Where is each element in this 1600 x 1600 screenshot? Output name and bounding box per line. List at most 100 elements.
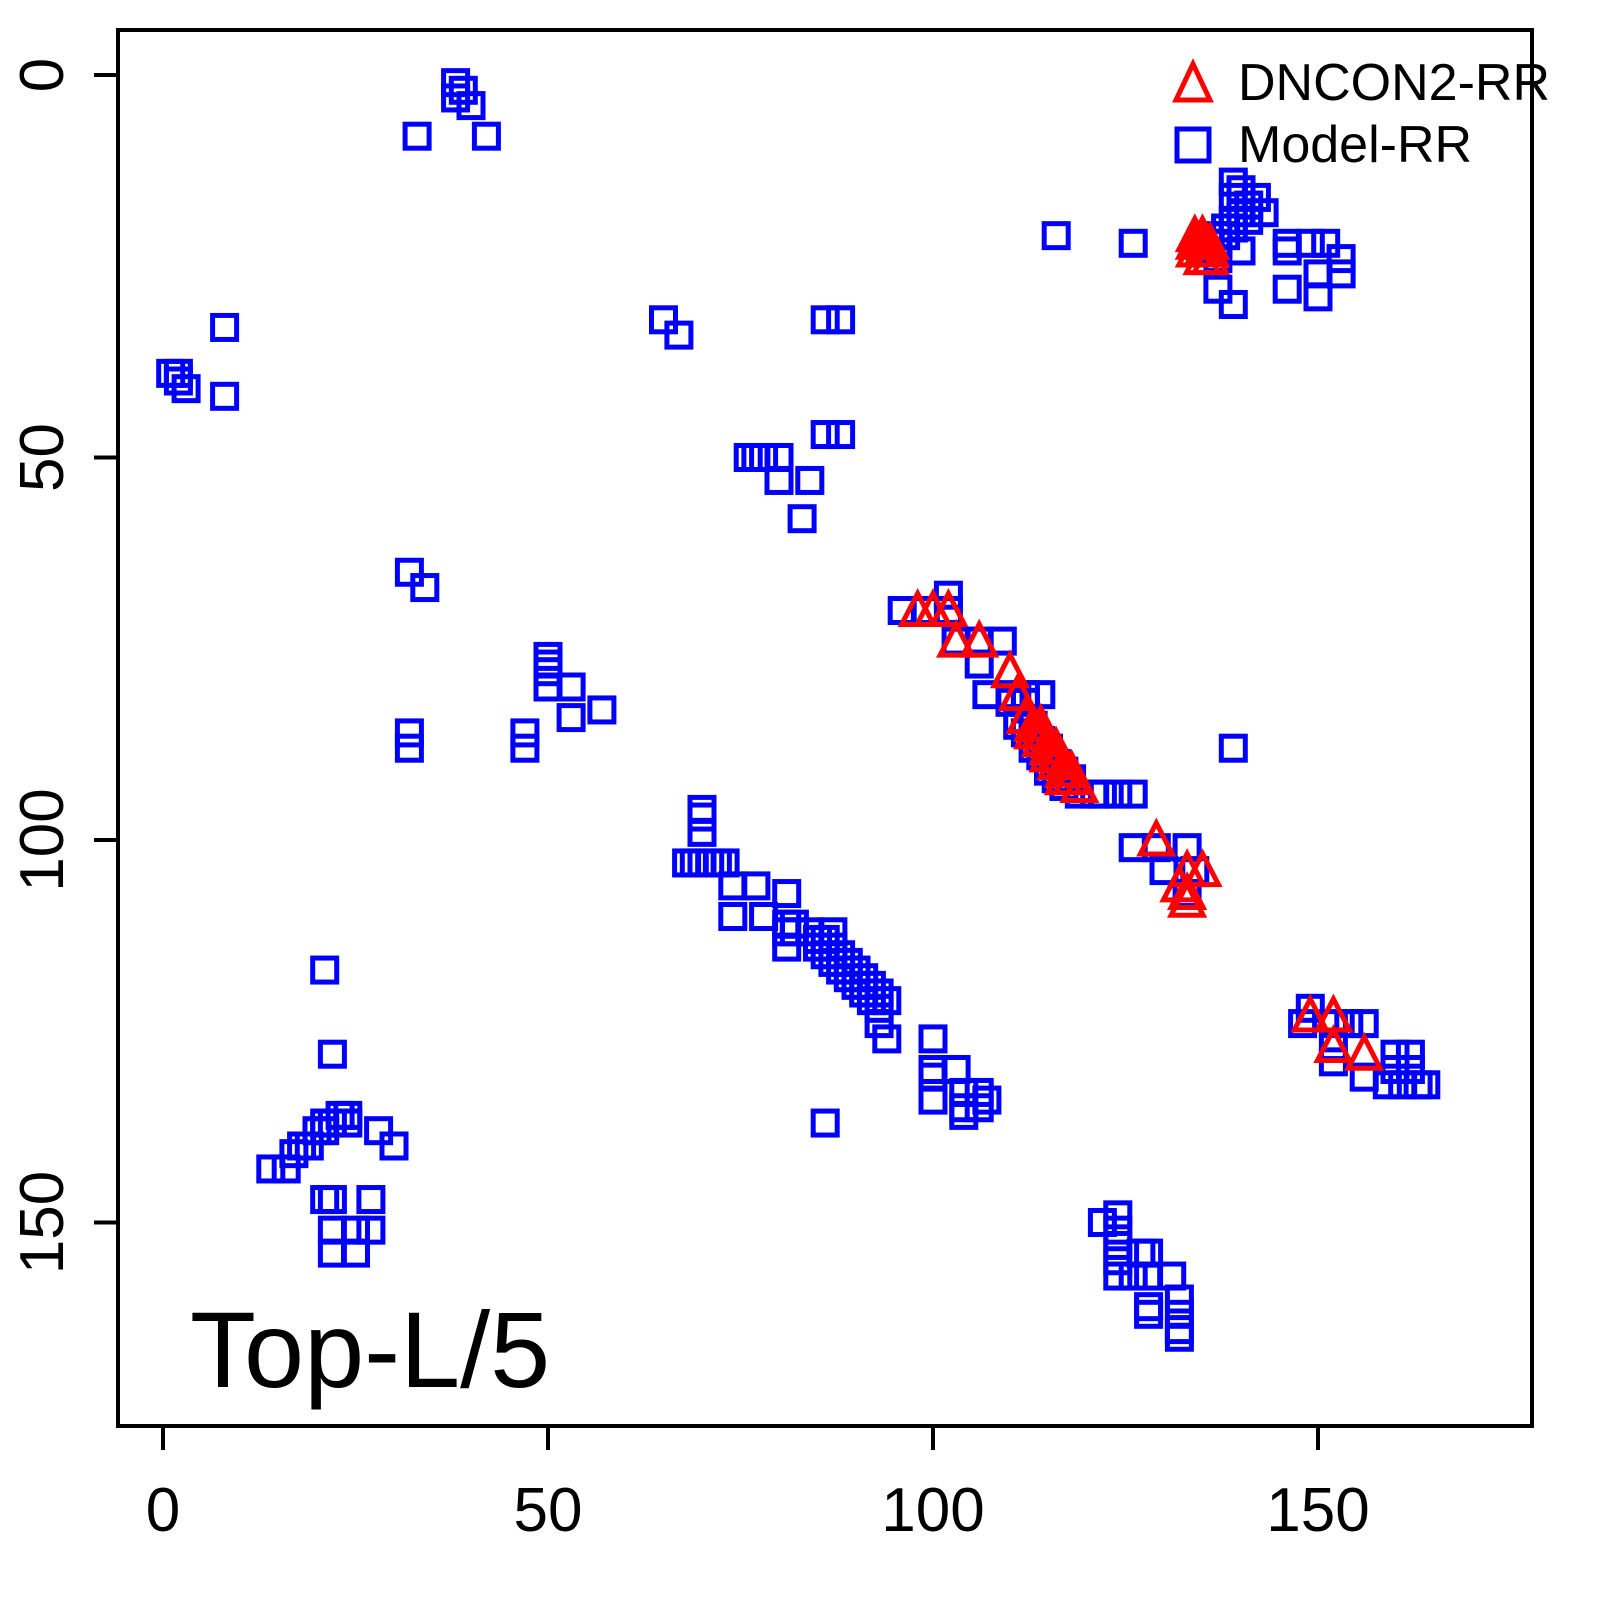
model-rr-point <box>772 917 802 947</box>
dncon2-rr-point <box>1059 763 1100 803</box>
model-rr-point <box>1326 244 1356 274</box>
model-rr-point <box>1103 1200 1133 1230</box>
model-rr-point <box>833 963 863 993</box>
model-rr-point <box>1326 259 1356 289</box>
model-rr-point <box>1372 1070 1402 1100</box>
dncon2-rr-point <box>989 649 1031 689</box>
model-rr-point <box>864 1009 894 1039</box>
model-rr-point <box>741 871 771 901</box>
model-rr-point <box>171 374 201 404</box>
annotation-top-l5: Top-L/5 <box>190 1289 551 1410</box>
model-rr-point <box>510 718 540 748</box>
model-rr-point <box>1241 182 1271 212</box>
model-rr-point <box>410 573 440 603</box>
model-rr-point <box>1380 1055 1410 1084</box>
model-rr-point <box>1303 259 1333 289</box>
model-rr-point <box>1311 228 1341 258</box>
model-rr-point <box>949 1077 979 1107</box>
model-rr-point <box>918 1062 948 1092</box>
model-rr-point <box>818 932 848 962</box>
model-rr-point <box>803 932 832 962</box>
model-rr-point <box>1164 1315 1194 1345</box>
model-rr-point <box>356 1215 386 1245</box>
model-rr-point <box>279 1139 309 1169</box>
model-rr-point <box>1126 1238 1156 1268</box>
dncon2-rr-point <box>1051 756 1092 796</box>
model-rr-point <box>779 909 809 939</box>
dncon2-rr-point <box>997 672 1038 712</box>
dncon2-rr-point <box>1182 848 1223 888</box>
model-rr-point <box>294 1131 324 1161</box>
model-rr-point <box>256 1154 286 1184</box>
model-rr-point <box>394 718 424 748</box>
model-rr-point <box>949 1100 979 1130</box>
model-rr-point <box>533 641 563 671</box>
model-rr-point <box>1103 1261 1133 1291</box>
model-rr-point <box>317 1215 347 1245</box>
model-rr-point <box>764 443 794 472</box>
legend-label-model: Model-RR <box>1238 116 1473 174</box>
model-rr-point <box>210 312 240 342</box>
dncon2-rr-point <box>1166 871 1208 911</box>
y-tick-label: 100 <box>8 788 77 891</box>
dncon2-rr-point <box>959 618 1000 658</box>
model-rr-point <box>687 794 717 824</box>
model-rr-point <box>795 465 825 495</box>
model-rr-point <box>695 848 725 878</box>
legend: DNCON2-RR Model-RR <box>1160 52 1550 176</box>
x-tick-label: 100 <box>881 1476 984 1545</box>
model-rr-point <box>333 1108 363 1138</box>
model-rr-point <box>271 1154 301 1184</box>
model-rr-point <box>749 443 779 472</box>
model-rr-point <box>772 932 802 962</box>
model-rr-point <box>1218 167 1248 197</box>
model-rr-point <box>510 733 540 763</box>
model-rr-point <box>687 802 717 832</box>
legend-row-model: Model-RR <box>1160 114 1550 176</box>
model-rr-point <box>1272 236 1302 266</box>
model-rr-point <box>1118 779 1148 809</box>
model-rr-point <box>849 978 879 1008</box>
model-rr-point <box>779 917 809 947</box>
model-rr-point <box>718 871 748 901</box>
model-rr-point <box>849 963 879 993</box>
model-rr-point <box>826 955 856 985</box>
model-rr-point <box>1134 1238 1164 1268</box>
model-rr-point <box>394 733 424 763</box>
model-rr-point <box>1388 1070 1418 1100</box>
model-rr-point <box>710 848 740 878</box>
model-rr-point <box>949 1093 979 1123</box>
model-rr-point <box>803 924 832 954</box>
model-rr-point <box>1103 779 1133 809</box>
dncon2-rr-point <box>1190 236 1231 276</box>
model-rr-point <box>1234 190 1264 220</box>
model-rr-point <box>556 672 586 702</box>
model-rr-point <box>356 1185 386 1215</box>
model-rr-point <box>772 879 802 909</box>
model-rr-point <box>317 1238 347 1268</box>
model-rr-point <box>1203 274 1233 304</box>
model-rr-point <box>163 366 193 396</box>
model-rr-point <box>402 121 432 151</box>
model-rr-point <box>394 557 424 587</box>
dncon2-rr-point <box>1313 1024 1354 1064</box>
model-rr-point <box>687 848 717 878</box>
model-rr-point <box>1295 228 1325 258</box>
model-rr-point <box>1118 1261 1148 1291</box>
model-rr-point <box>341 1215 370 1245</box>
model-rr-point <box>787 504 817 534</box>
model-rr-point <box>795 917 825 947</box>
model-rr-point <box>1041 221 1071 251</box>
model-rr-point <box>317 1108 347 1138</box>
model-rr-point <box>310 955 340 985</box>
model-rr-point <box>649 305 678 335</box>
model-rr-point <box>1164 1299 1194 1329</box>
model-rr-point <box>918 1055 948 1084</box>
model-rr-point <box>733 443 763 472</box>
model-rr-point <box>864 978 894 1008</box>
y-tick-label: 150 <box>8 1171 77 1274</box>
model-rr-point <box>826 940 856 970</box>
model-rr-point <box>1157 1261 1187 1291</box>
model-rr-point <box>448 75 478 105</box>
